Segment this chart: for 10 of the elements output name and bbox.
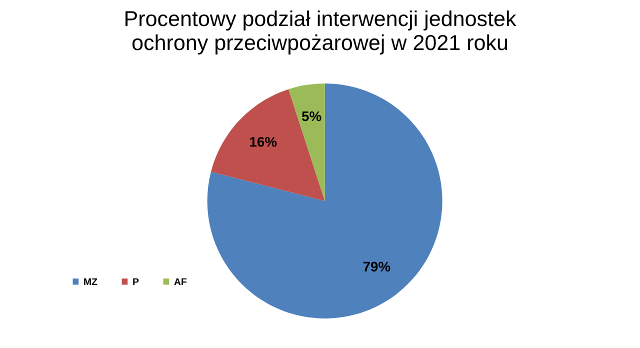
pie-slice: [288, 83, 325, 201]
data-label: 79%: [363, 262, 390, 272]
data-label: 16%: [250, 136, 277, 147]
legend-label: AF: [174, 278, 187, 286]
chart-title: Procentowy podział interwencji jednostek ochrony przeciwpożarowej w 2021 roku: [126, 10, 516, 54]
pie-slice: [210, 89, 325, 201]
data-label: 5%: [302, 111, 322, 122]
legend-label: MZ: [84, 278, 98, 286]
legend-label: P: [133, 278, 139, 286]
pie-slice: [207, 83, 442, 318]
